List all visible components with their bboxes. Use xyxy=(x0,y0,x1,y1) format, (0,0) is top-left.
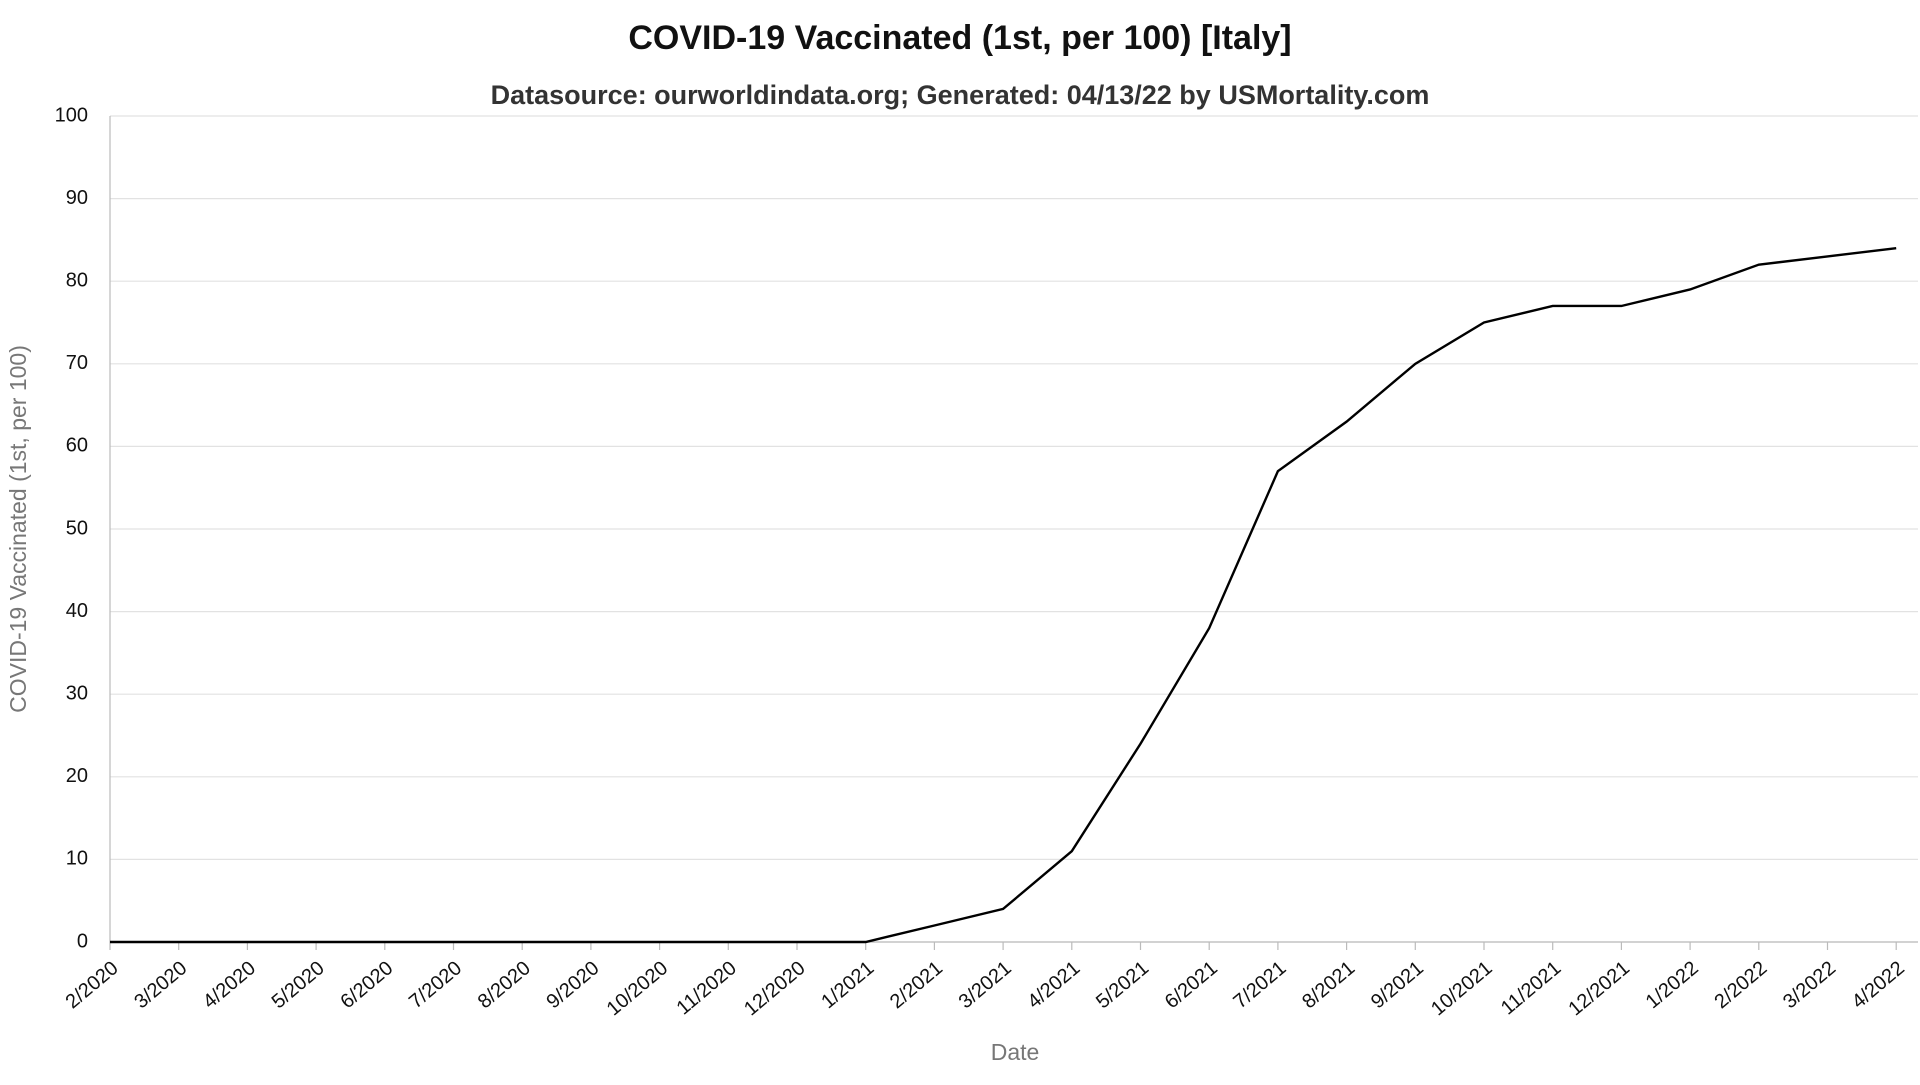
x-tick-label: 6/2021 xyxy=(1161,957,1222,1013)
x-tick-label: 12/2021 xyxy=(1564,957,1634,1020)
chart-subtitle: Datasource: ourworldindata.org; Generate… xyxy=(491,80,1430,110)
x-tick-label: 4/2022 xyxy=(1848,957,1909,1013)
x-tick-label: 10/2021 xyxy=(1427,957,1497,1020)
y-tick-label: 90 xyxy=(66,187,88,209)
x-tick-label: 10/2020 xyxy=(603,957,673,1020)
y-tick-label: 70 xyxy=(66,352,88,374)
x-tick-label: 6/2020 xyxy=(336,957,397,1013)
x-tick-label: 1/2021 xyxy=(817,957,878,1013)
x-tick-label: 2/2020 xyxy=(62,957,123,1013)
x-tick-label: 12/2020 xyxy=(740,957,810,1020)
y-tick-label: 60 xyxy=(66,435,88,457)
x-tick-label: 11/2021 xyxy=(1497,957,1565,1019)
y-axis-label: COVID-19 Vaccinated (1st, per 100) xyxy=(5,345,31,713)
x-tick-label: 4/2020 xyxy=(199,957,260,1013)
x-tick-label: 11/2020 xyxy=(673,957,741,1019)
y-tick-label: 100 xyxy=(55,104,88,126)
y-tick-label: 50 xyxy=(66,517,88,539)
x-tick-label: 5/2020 xyxy=(268,957,329,1013)
x-tick-label: 3/2020 xyxy=(130,957,191,1013)
x-tick-label: 2/2022 xyxy=(1710,957,1771,1013)
x-tick-label: 7/2021 xyxy=(1230,957,1291,1013)
x-tick-label: 7/2020 xyxy=(405,957,466,1013)
x-tick-label: 9/2021 xyxy=(1367,957,1428,1013)
x-tick-label: 2/2021 xyxy=(886,957,947,1013)
x-tick-label: 9/2020 xyxy=(543,957,604,1013)
y-tick-label: 0 xyxy=(77,930,88,952)
y-tick-label: 30 xyxy=(66,682,88,704)
x-tick-label: 4/2021 xyxy=(1023,957,1084,1013)
x-axis-label: Date xyxy=(991,1039,1040,1065)
y-tick-label: 20 xyxy=(66,765,88,787)
y-tick-label: 10 xyxy=(66,848,88,870)
x-tick-label: 3/2022 xyxy=(1779,957,1840,1013)
chart-title: COVID-19 Vaccinated (1st, per 100) [Ital… xyxy=(628,19,1291,57)
x-tick-label: 8/2020 xyxy=(474,957,535,1013)
y-tick-label: 80 xyxy=(66,269,88,291)
x-tick-label: 8/2021 xyxy=(1298,957,1359,1013)
x-tick-label: 1/2022 xyxy=(1642,957,1703,1013)
data-line xyxy=(110,246,1897,944)
x-tick-label: 3/2021 xyxy=(955,957,1016,1013)
x-tick-label: 5/2021 xyxy=(1092,957,1153,1013)
y-tick-label: 40 xyxy=(66,600,88,622)
